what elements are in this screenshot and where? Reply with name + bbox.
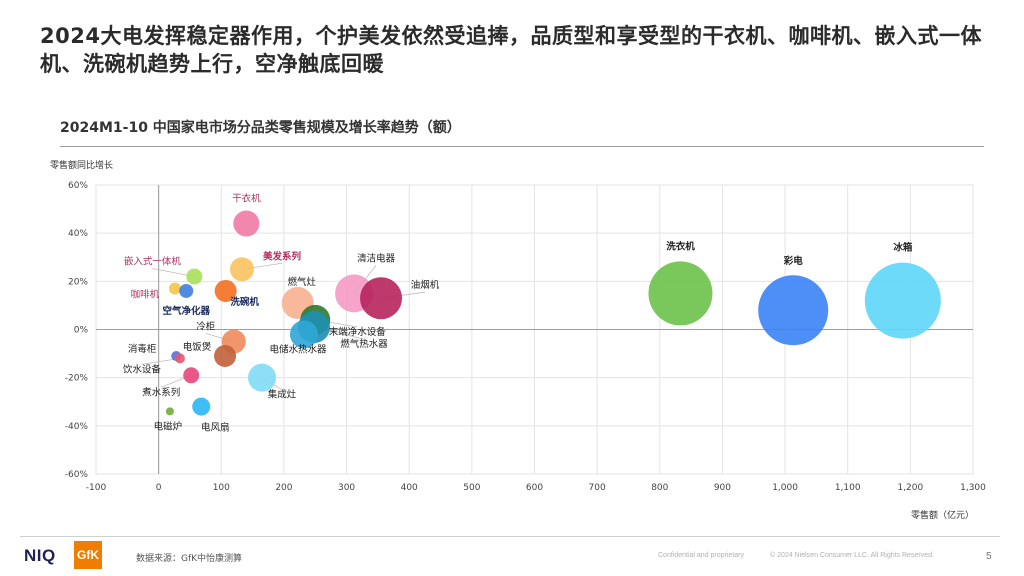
axis-layer: -100 0 100 200 300 400 500 600 700 800 900 1,000 1,1… [65,181,986,493]
confidential-note: Confidential and proprietary [658,552,744,559]
bubble-彩电 [758,275,829,346]
bubble-label: 空气净化器 [162,305,210,317]
bubble-label: 电储水热水器 [269,343,327,355]
bubble-label: 冰箱 [893,242,913,254]
footer-divider [20,536,1000,537]
bubble-干衣机 [233,210,260,237]
chart-title: 2024M1-10 中国家电市场分品类零售规模及增长率趋势（额） [60,120,461,136]
bubble-label: 清洁电器 [357,252,396,264]
x-tick-label: 500 [463,483,480,493]
bubble-label: 彩电 [783,255,804,267]
bubble-冰箱 [864,262,941,339]
x-tick-label: 1,200 [897,483,923,493]
y-axis-label: 零售额同比增长 [50,159,113,171]
bubble-layer [165,210,941,416]
bubble-label: 电风扇 [201,422,230,434]
bubble-label: 电磁炉 [154,420,183,432]
bubble-label: 煮水系列 [142,386,180,398]
y-tick-label: 0% [74,326,89,336]
bubble-label: 油烟机 [411,279,440,291]
bubble-label: 电饭煲 [183,341,212,353]
bubble-美发系列 [229,257,254,282]
bubble-嵌入式一体机 [186,268,203,285]
gfk-logo: GfK [74,541,102,569]
y-tick-label: -60% [65,470,89,480]
bubble-煮水系列 [183,367,200,384]
bubble-label: 末端净水设备 [329,326,387,338]
niq-logo: NIQ [24,546,56,565]
bubble-label: 咖啡机 [131,289,160,301]
bubble-洗碗机 [214,279,237,302]
y-tick-label: 40% [68,229,88,239]
bubble-电饭煲 [214,344,237,367]
y-tick-label: -20% [65,374,89,384]
bubble-label: 洗碗机 [230,296,259,308]
page-headline: 2024大电发挥稳定器作用，个护美发依然受追捧，品质型和享受型的干衣机、咖啡机、… [40,24,982,76]
x-tick-label: -100 [86,483,107,493]
x-tick-label: 0 [156,483,162,493]
bubble-集成灶 [248,363,277,392]
y-tick-label: -40% [65,422,89,432]
title-divider [60,146,984,147]
bubble-label: 消毒柜 [128,343,157,355]
y-tick-label: 20% [68,277,88,287]
bubble-label: 洗衣机 [666,240,695,252]
bubble-电储水热水器 [289,320,318,349]
bubble-油烟机 [360,277,403,320]
x-tick-label: 800 [651,483,668,493]
bubble-label: 燃气热水器 [340,338,388,350]
x-tick-label: 600 [526,483,543,493]
x-tick-label: 1,000 [772,483,798,493]
data-source-note: 数据来源：GfK中怡康测算 [136,554,243,564]
bubble-label: 干衣机 [232,193,261,205]
bubble-咖啡机 [168,282,181,295]
copyright-note: © 2024 Nielsen Consumer LLC. All Rights … [770,552,934,559]
bubble-洗衣机 [648,261,713,326]
bubble-label: 美发系列 [262,250,301,262]
bubble-label: 燃气灶 [287,276,316,288]
x-axis-label: 零售额（亿元） [911,509,974,521]
bubble-饮水设备 [174,353,185,364]
x-tick-label: 900 [714,483,731,493]
bubble-label: 饮水设备 [123,363,162,375]
x-tick-label: 700 [589,483,606,493]
x-tick-label: 1,100 [835,483,861,493]
bubble-chart: -100 0 100 200 300 400 500 600 700 800 900 1,000 1,1… [50,159,986,521]
bubble-label: 嵌入式一体机 [124,256,182,268]
x-tick-label: 200 [275,483,292,493]
bubble-label: 集成灶 [268,389,297,401]
page-number: 5 [986,551,992,562]
bubble-空气净化器 [179,283,194,298]
x-tick-label: 1,300 [960,483,986,493]
bubble-电风扇 [192,397,211,416]
x-tick-label: 100 [213,483,230,493]
y-tick-label: 60% [68,181,88,191]
x-tick-label: 400 [401,483,418,493]
x-tick-label: 300 [338,483,355,493]
bubble-电磁炉 [165,407,174,416]
bubble-label: 冷柜 [196,321,216,333]
